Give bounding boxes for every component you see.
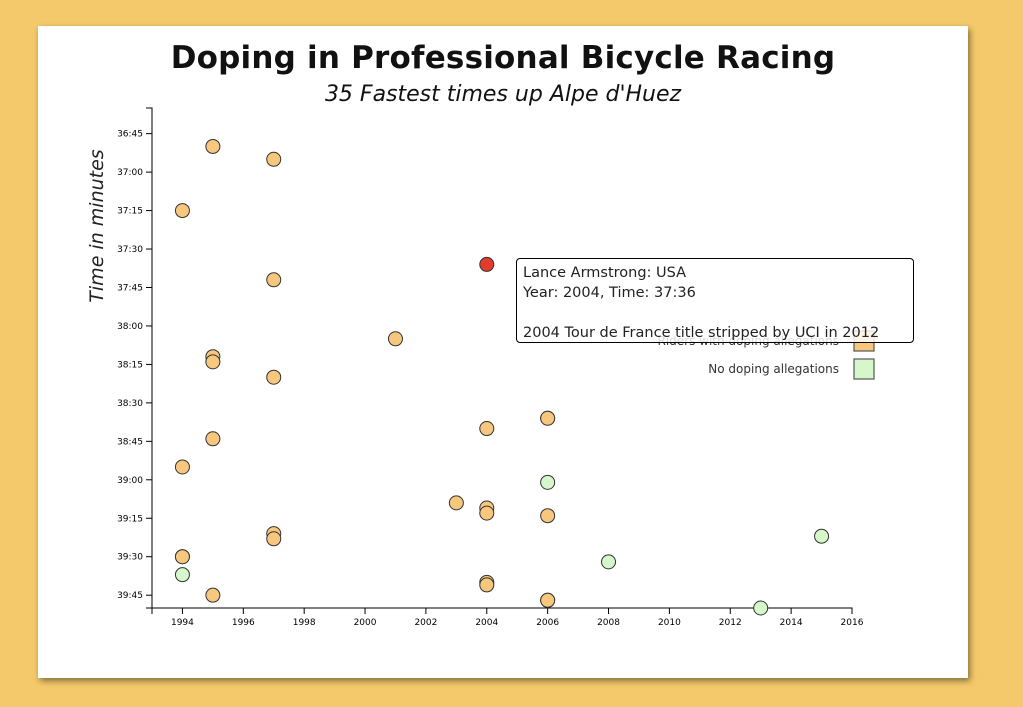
data-point[interactable] <box>814 528 830 544</box>
chart-title: Doping in Professional Bicycle Racing <box>170 40 836 76</box>
x-tick-label: 2004 <box>475 618 498 628</box>
data-point[interactable] <box>205 138 221 154</box>
data-point[interactable] <box>387 331 403 347</box>
y-axis-label: Time in minutes <box>86 149 108 302</box>
tooltip-note: 2004 Tour de France title stripped by UC… <box>523 325 880 341</box>
data-point[interactable] <box>540 410 556 426</box>
x-tick-label: 2006 <box>536 618 559 628</box>
x-tick-label: 1998 <box>293 618 316 628</box>
data-point[interactable] <box>448 495 464 511</box>
data-point[interactable] <box>479 505 495 521</box>
x-tick-label: 1996 <box>232 618 255 628</box>
y-tick-label: 38:15 <box>117 360 143 370</box>
y-tick-label: 39:15 <box>117 514 143 524</box>
data-point[interactable] <box>540 474 556 490</box>
x-tick-label: 2002 <box>414 618 437 628</box>
y-tick-label: 37:45 <box>117 283 143 293</box>
tooltip-year-time: Year: 2004, Time: 37:36 <box>523 285 696 301</box>
x-tick-label: 2000 <box>354 618 377 628</box>
y-tick-label: 38:30 <box>117 399 143 409</box>
data-point[interactable] <box>540 592 556 608</box>
data-point[interactable] <box>479 421 495 437</box>
x-tick-label: 2014 <box>780 618 803 628</box>
scatter-plot: 36:45 37:00 37:15 37:30 37:45 38:00 38:15 38:30… <box>86 107 875 628</box>
y-tick-label: 39:00 <box>117 476 143 486</box>
data-point[interactable] <box>174 459 190 475</box>
legend-swatch <box>853 358 875 380</box>
y-tick-label: 38:00 <box>117 322 143 332</box>
legend-label: No doping allegations <box>708 362 839 376</box>
data-point[interactable] <box>174 203 190 219</box>
highlighted-data-point[interactable] <box>479 256 495 272</box>
x-axis: 1994 1996 1998 2000 2002 2004 2006 2008 2010 2012… <box>151 607 864 628</box>
data-point[interactable] <box>174 549 190 565</box>
chart-subtitle: 35 Fastest times up Alpe d'Huez <box>324 82 682 107</box>
x-tick-label: 2008 <box>597 618 620 628</box>
y-tick-label: 37:15 <box>117 207 143 217</box>
y-tick-label: 39:45 <box>117 591 143 601</box>
x-tick-label: 1994 <box>171 618 194 628</box>
y-tick-label: 36:45 <box>117 130 143 140</box>
x-tick-label: 2012 <box>719 618 742 628</box>
y-tick-label: 37:30 <box>117 245 143 255</box>
tooltip: Lance Armstrong: USA Year: 2004, Time: 3… <box>516 258 914 343</box>
data-point[interactable] <box>753 600 769 616</box>
x-axis-line <box>151 607 853 614</box>
data-point[interactable] <box>205 354 221 370</box>
chart-card: Doping in Professional Bicycle Racing 35… <box>38 26 968 678</box>
data-points <box>174 138 830 616</box>
y-axis: 36:45 37:00 37:15 37:30 37:45 38:00 38:15 38:30… <box>117 107 153 609</box>
x-tick-label: 2010 <box>658 618 681 628</box>
y-axis-line <box>146 107 153 609</box>
data-point[interactable] <box>601 554 617 570</box>
data-point[interactable] <box>266 531 282 547</box>
data-point[interactable] <box>174 567 190 583</box>
y-tick-label: 37:00 <box>117 168 143 178</box>
data-point[interactable] <box>266 369 282 385</box>
data-point[interactable] <box>266 151 282 167</box>
data-point[interactable] <box>205 431 221 447</box>
tooltip-rider: Lance Armstrong: USA <box>523 265 687 281</box>
data-point[interactable] <box>205 587 221 603</box>
y-tick-label: 38:45 <box>117 437 143 447</box>
data-point[interactable] <box>540 508 556 524</box>
y-tick-label: 39:30 <box>117 553 143 563</box>
x-tick-label: 2016 <box>841 618 864 628</box>
data-point[interactable] <box>266 272 282 288</box>
data-point[interactable] <box>479 577 495 593</box>
